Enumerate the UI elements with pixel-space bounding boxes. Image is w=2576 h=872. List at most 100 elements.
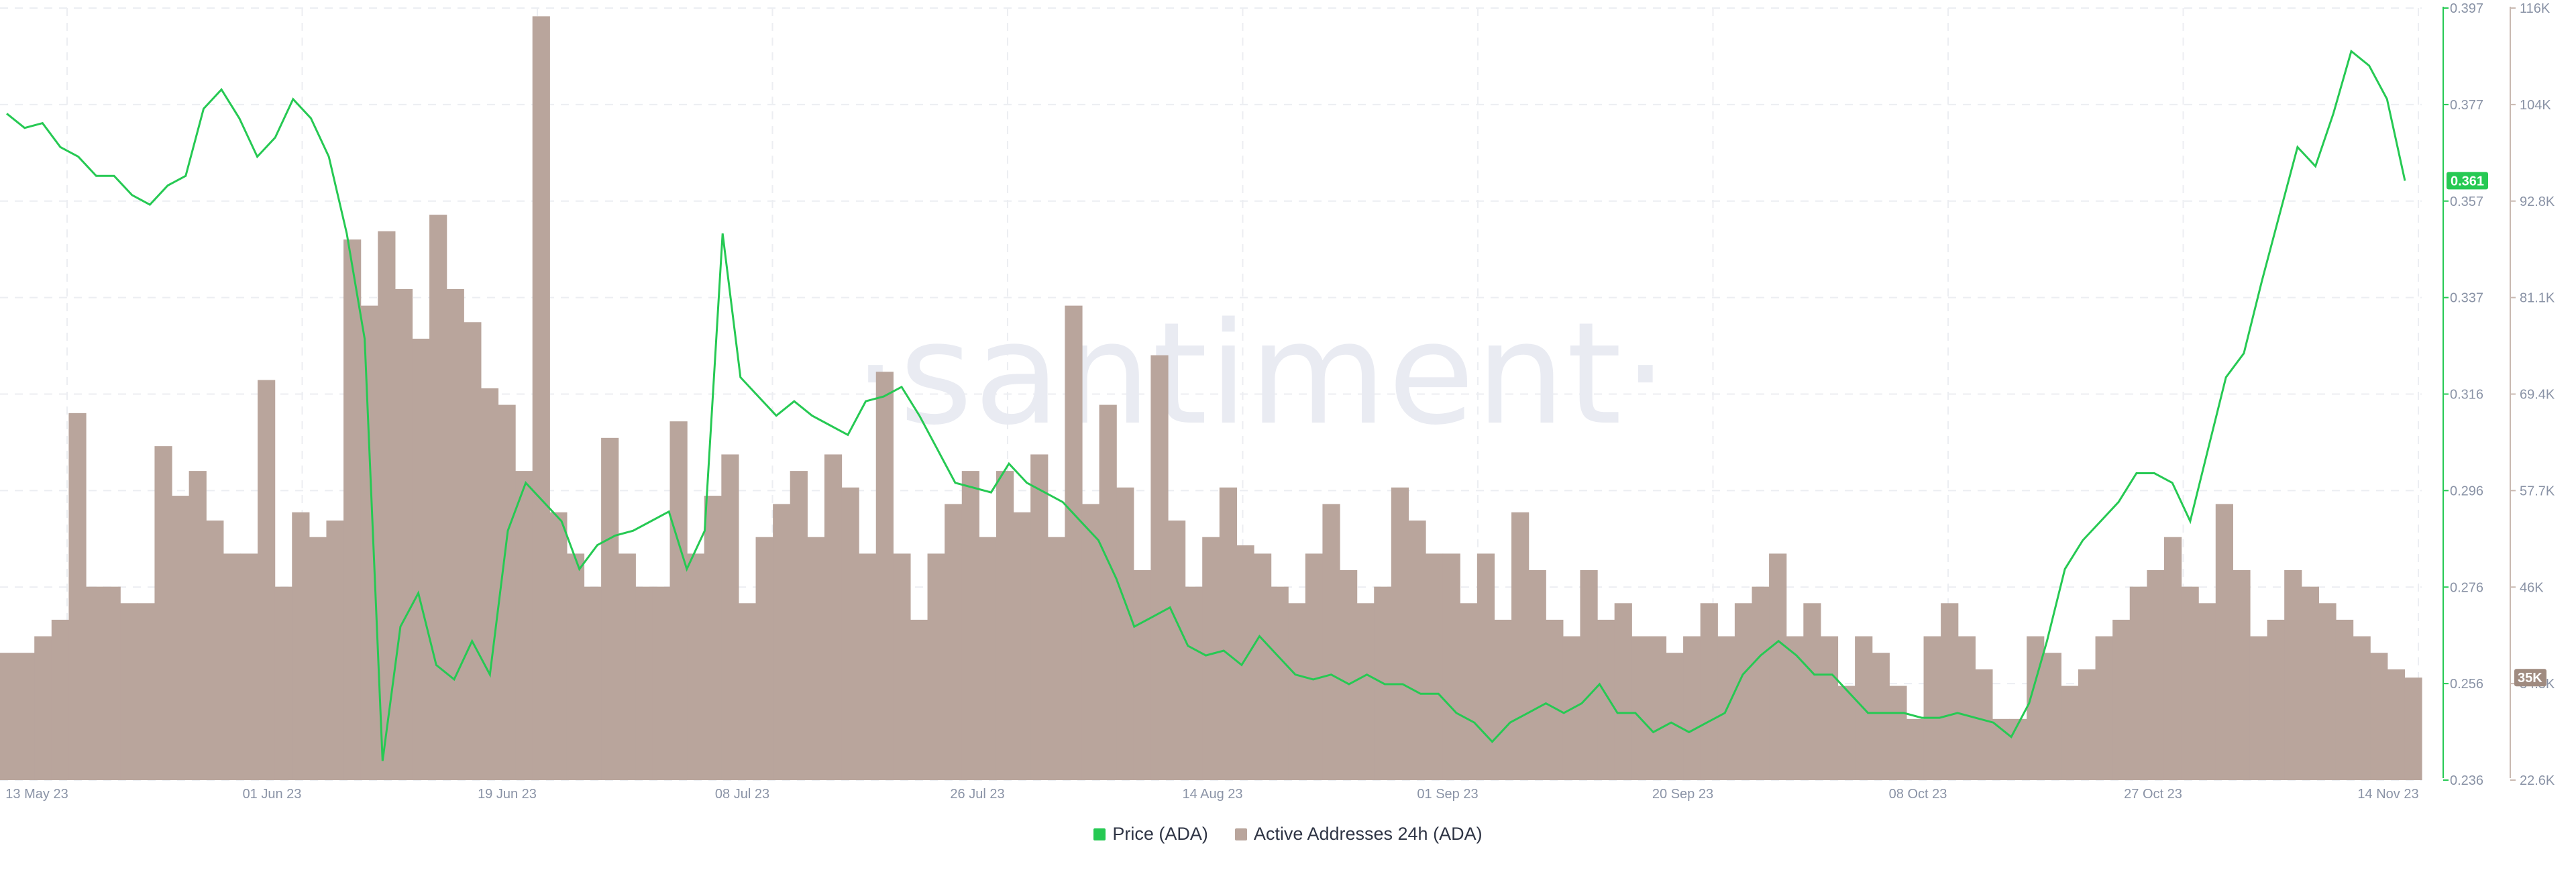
active-addresses-bar <box>0 653 18 780</box>
x-tick-label: 19 Jun 23 <box>478 787 537 802</box>
active-addresses-bar <box>120 603 138 780</box>
active-addresses-bar <box>1666 653 1684 780</box>
addresses-tick-label: 22.6K <box>2520 773 2555 788</box>
active-addresses-bar <box>2198 603 2216 780</box>
price-tick-label: 0.337 <box>2450 291 2483 306</box>
active-addresses-bar <box>360 305 378 780</box>
active-addresses-bar <box>2284 569 2302 780</box>
legend: Price (ADA) Active Addresses 24h (ADA) <box>0 824 2576 844</box>
active-addresses-bar <box>1081 504 1100 780</box>
active-addresses-bar <box>2147 569 2165 780</box>
active-addresses-bar <box>68 413 87 780</box>
active-addresses-bar <box>618 553 636 780</box>
active-addresses-bar <box>1116 487 1134 780</box>
active-addresses-bar <box>1923 636 1941 780</box>
active-addresses-bar <box>687 553 705 780</box>
active-addresses-bar <box>2181 586 2199 780</box>
x-tick-label: 14 Aug 23 <box>1182 787 1242 802</box>
active-addresses-bar <box>2335 619 2354 780</box>
active-addresses-bar <box>1305 553 1324 780</box>
active-addresses-bar <box>1030 454 1049 780</box>
addresses-tick-label: 81.1K <box>2520 291 2555 306</box>
active-addresses-bar <box>1167 521 1186 780</box>
x-tick-label: 01 Jun 23 <box>243 787 302 802</box>
addresses-axis-ticks: 116K104K92.8K81.1K69.4K57.7K46K34.3K22.6… <box>2510 1 2555 788</box>
active-addresses-bar <box>893 553 911 780</box>
active-addresses-bar <box>721 454 739 780</box>
active-addresses-bar <box>1494 619 1512 780</box>
active-addresses-bar <box>1803 603 1821 780</box>
active-addresses-bar <box>1202 537 1220 780</box>
active-addresses-bars <box>0 16 2422 781</box>
active-addresses-bar <box>2078 669 2096 780</box>
active-addresses-bar <box>464 322 482 780</box>
active-addresses-bar <box>1340 569 1358 780</box>
x-tick-label: 08 Oct 23 <box>1889 787 1947 802</box>
active-addresses-bar <box>189 471 207 780</box>
active-addresses-bar <box>480 388 499 780</box>
price-tick-label: 0.397 <box>2450 1 2483 16</box>
active-addresses-bar <box>1752 586 1770 780</box>
x-tick-label: 27 Oct 23 <box>2124 787 2182 802</box>
addresses-swatch-icon <box>1234 828 1247 840</box>
legend-item-active-addresses[interactable]: Active Addresses 24h (ADA) <box>1234 824 1483 844</box>
price-tick-label: 0.357 <box>2450 195 2483 209</box>
active-addresses-bar <box>223 553 241 780</box>
current-price-badge: 0.361 <box>2447 172 2488 190</box>
active-addresses-bar <box>1133 569 1151 780</box>
active-addresses-bar <box>1408 521 1426 780</box>
price-tick-label: 0.316 <box>2450 388 2483 402</box>
active-addresses-bar <box>172 496 190 780</box>
active-addresses-bar <box>1957 636 1976 780</box>
active-addresses-bar <box>34 636 52 780</box>
active-addresses-bar <box>292 512 310 780</box>
active-addresses-bar <box>1254 553 1272 780</box>
active-addresses-bar <box>51 619 70 780</box>
active-addresses-bar <box>704 496 722 780</box>
active-addresses-bar <box>824 454 843 780</box>
current-price-badge-bg <box>2447 172 2488 190</box>
legend-item-price[interactable]: Price (ADA) <box>1093 824 1208 844</box>
active-addresses-bar <box>2061 686 2079 780</box>
active-addresses-bar <box>446 288 464 781</box>
active-addresses-bar <box>2095 636 2113 780</box>
active-addresses-bar <box>1477 553 1495 780</box>
active-addresses-bar <box>566 553 585 780</box>
active-addresses-bar <box>1580 569 1598 780</box>
active-addresses-bar <box>2353 636 2371 780</box>
active-addresses-bar <box>669 421 688 780</box>
addresses-tick-label: 46K <box>2520 580 2544 595</box>
active-addresses-bar <box>1065 305 1083 780</box>
current-addresses-label: 35K <box>2518 671 2542 686</box>
active-addresses-bar <box>274 586 292 780</box>
active-addresses-bar <box>326 521 344 780</box>
active-addresses-bar <box>979 537 997 780</box>
current-addresses-badge: 35K <box>2514 669 2546 687</box>
active-addresses-bar <box>635 586 653 780</box>
price-tick-label: 0.256 <box>2450 677 2483 692</box>
active-addresses-bar <box>2043 653 2061 780</box>
price-swatch-icon <box>1093 828 1106 840</box>
active-addresses-bar <box>17 653 35 780</box>
active-addresses-bar <box>2404 677 2422 780</box>
active-addresses-bar <box>1356 603 1375 780</box>
active-addresses-bar <box>773 504 791 780</box>
active-addresses-bar <box>2129 586 2147 780</box>
active-addresses-bar <box>240 553 258 780</box>
addresses-tick-label: 116K <box>2520 1 2551 16</box>
active-addresses-bar <box>515 471 533 780</box>
active-addresses-bar <box>1047 537 1065 780</box>
current-price-label: 0.361 <box>2451 174 2484 188</box>
active-addresses-bar <box>1648 636 1667 780</box>
active-addresses-bar <box>2370 653 2388 780</box>
price-line <box>6 49 2406 761</box>
active-addresses-bar <box>1700 603 1718 780</box>
active-addresses-bar <box>584 586 602 780</box>
active-addresses-bar <box>601 437 619 780</box>
active-addresses-bar <box>1150 355 1169 780</box>
active-addresses-bar <box>1820 636 1839 780</box>
active-addresses-bar <box>2163 537 2182 780</box>
active-addresses-bar <box>1322 504 1340 780</box>
